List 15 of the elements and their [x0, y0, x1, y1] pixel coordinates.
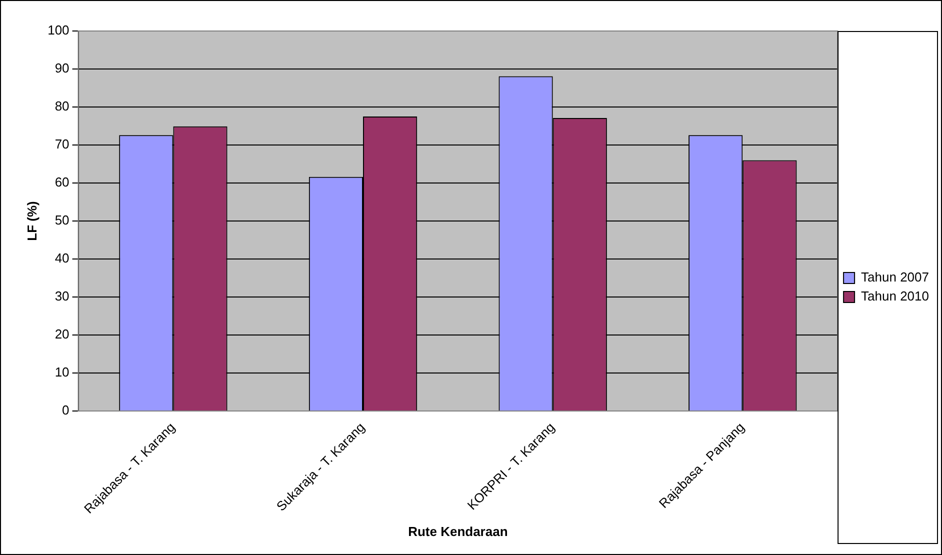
- y-tick-label: 10: [54, 364, 70, 380]
- y-tick-label: 20: [54, 326, 70, 342]
- y-tick-label: 90: [54, 60, 70, 76]
- y-tick-label: 0: [62, 402, 70, 418]
- y-axis-title: LF (%): [24, 201, 40, 241]
- y-tick-label: 40: [54, 250, 70, 266]
- y-tick-label: 30: [54, 288, 70, 304]
- legend-label: Tahun 2010: [861, 288, 929, 304]
- x-axis-title: Rute Kendaraan: [408, 524, 508, 539]
- y-tick-label: 80: [54, 98, 70, 114]
- legend-label: Tahun 2007: [861, 270, 929, 285]
- y-tick-label: 50: [54, 212, 70, 228]
- y-tick-label: 70: [54, 136, 70, 152]
- y-tick-label: 100: [48, 22, 70, 38]
- y-tick-label: 60: [54, 174, 70, 190]
